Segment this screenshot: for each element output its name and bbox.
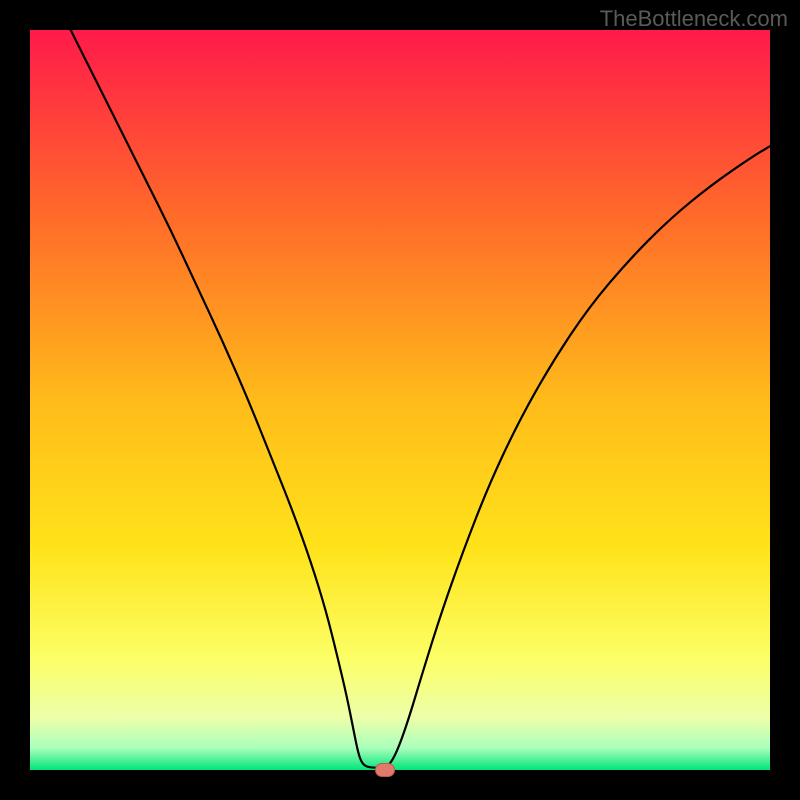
watermark-text: TheBottleneck.com	[600, 6, 788, 32]
chart-plot-area	[30, 30, 770, 770]
optimum-marker	[375, 763, 395, 777]
curve-svg	[30, 30, 770, 770]
bottleneck-curve	[71, 30, 770, 768]
